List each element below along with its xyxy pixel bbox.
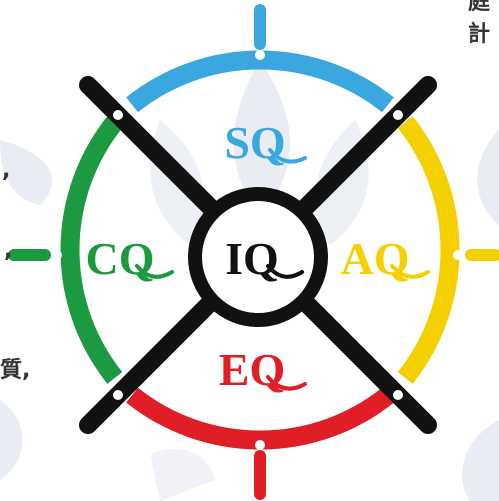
cross-dots	[113, 110, 403, 400]
label-sq: SQ	[224, 117, 285, 168]
label-cq-tail	[135, 264, 174, 279]
side-text-left-1: ,	[2, 158, 11, 183]
side-text-left-3: 質,	[0, 358, 31, 383]
label-eq: EQ	[219, 344, 285, 395]
center-hub	[188, 187, 328, 327]
label-cq: CQ	[86, 233, 155, 284]
side-text-left-2: ,	[4, 238, 13, 263]
label-aq: AQ	[341, 233, 410, 284]
label-iq-tail	[266, 264, 304, 279]
side-text-top-right-2: 計	[468, 22, 491, 47]
label-sq-tail	[268, 148, 307, 164]
spoke-left	[8, 249, 62, 261]
arc-bottom-eq	[126, 387, 394, 450]
spoke-top	[254, 4, 266, 60]
arc-left-cq	[60, 116, 123, 384]
spoke-right	[453, 249, 499, 261]
arc-right-aq	[397, 116, 460, 384]
label-eq-tail	[266, 375, 307, 391]
side-text-top-right-1: 庭	[468, 0, 491, 15]
label-iq: IQ	[225, 233, 279, 284]
label-aq-tail	[390, 264, 430, 279]
spoke-bottom	[254, 440, 266, 500]
